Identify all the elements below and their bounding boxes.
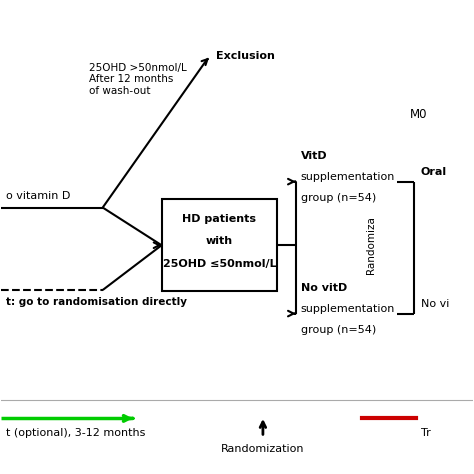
Text: 25OHD >50nmol/L
After 12 months
of wash-out: 25OHD >50nmol/L After 12 months of wash-…: [89, 63, 186, 96]
Text: HD patients: HD patients: [182, 214, 256, 224]
Text: group (n=54): group (n=54): [301, 193, 376, 203]
Text: supplementation: supplementation: [301, 172, 395, 182]
Text: Oral: Oral: [421, 167, 447, 177]
Text: Randomiza: Randomiza: [366, 216, 376, 274]
Text: o vitamin D: o vitamin D: [6, 191, 71, 201]
Text: No vi: No vi: [421, 299, 449, 309]
Text: 25OHD ≤50nmol/L: 25OHD ≤50nmol/L: [163, 259, 276, 269]
Text: supplementation: supplementation: [301, 304, 395, 314]
Text: t: go to randomisation directly: t: go to randomisation directly: [6, 297, 187, 307]
Text: Tr: Tr: [421, 428, 430, 438]
Text: Randomization: Randomization: [221, 444, 305, 455]
Text: Exclusion: Exclusion: [216, 51, 274, 61]
FancyBboxPatch shape: [162, 199, 277, 291]
Text: VitD: VitD: [301, 151, 327, 161]
Text: t (optional), 3-12 months: t (optional), 3-12 months: [6, 428, 146, 438]
Text: group (n=54): group (n=54): [301, 325, 376, 335]
Text: with: with: [206, 236, 233, 246]
Text: No vitD: No vitD: [301, 283, 347, 292]
Text: M0: M0: [410, 108, 427, 121]
